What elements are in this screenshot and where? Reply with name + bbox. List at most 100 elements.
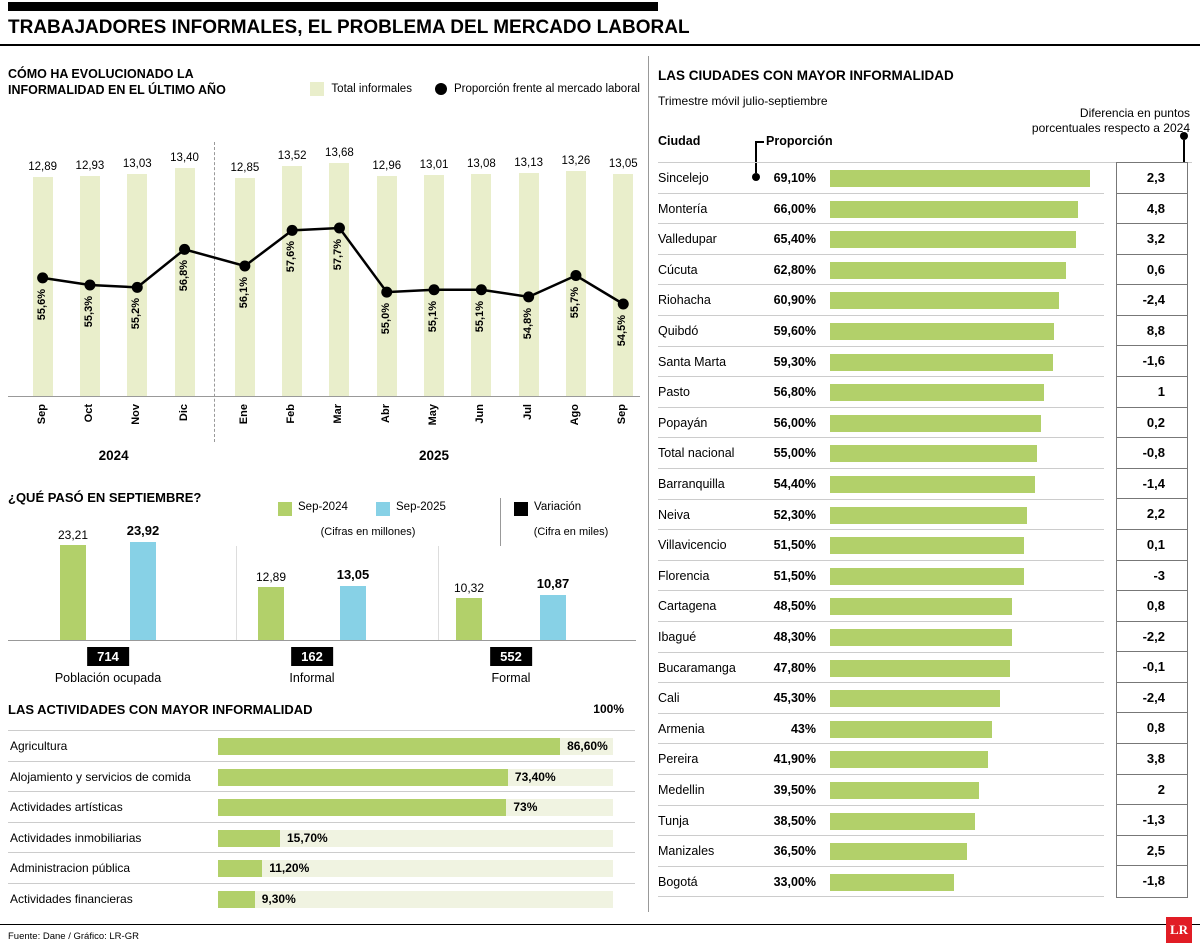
proporcion-point xyxy=(37,272,49,284)
activity-row: Actividades artísticas 73% xyxy=(8,791,635,822)
city-proportion-label: 33,00% xyxy=(773,874,816,889)
city-name: Pereira xyxy=(658,752,699,767)
proporcion-point xyxy=(239,260,251,272)
diff-value-cell: 0,8 xyxy=(1117,591,1187,622)
header-rule xyxy=(0,44,1200,46)
proporcion-value-label: 55,1% xyxy=(474,300,487,332)
month-label: Mar xyxy=(332,404,345,424)
sep-2024-value-label: 23,21 xyxy=(57,527,89,542)
proporcion-point xyxy=(475,284,487,296)
activity-value-label: 15,70% xyxy=(287,830,328,845)
city-name: Sincelejo xyxy=(658,171,709,185)
month-label: Sep xyxy=(35,404,48,425)
city-name: Quibdó xyxy=(658,324,699,338)
city-row: Riohacha 60,90% xyxy=(658,285,1104,316)
city-bar xyxy=(830,261,1067,279)
city-row: Cali 45,30% xyxy=(658,683,1104,714)
proportion-connector-h xyxy=(755,141,764,143)
diff-value-cell: 2,5 xyxy=(1117,836,1187,867)
city-bar xyxy=(830,629,1012,646)
diff-value-cell: -0,8 xyxy=(1117,438,1187,469)
bar-value-label: 13,01 xyxy=(419,158,449,171)
city-bar xyxy=(830,292,1059,310)
activity-bar-track xyxy=(218,890,613,908)
month-label: Ago xyxy=(568,404,581,426)
diff-value-cell: 0,1 xyxy=(1117,530,1187,561)
bar-value-label: 13,26 xyxy=(561,154,591,167)
cities-section: LAS CIUDADES CON MAYOR INFORMALIDAD Trim… xyxy=(658,62,1192,914)
city-proportion-label: 52,30% xyxy=(773,507,816,522)
city-row: Total nacional 55,00% xyxy=(658,438,1104,469)
variation-badge: 714 xyxy=(87,647,129,666)
city-proportion-label: 43% xyxy=(790,721,816,736)
activity-bar-track xyxy=(218,860,613,877)
city-bar xyxy=(830,170,1090,187)
city-proportion-label: 66,00% xyxy=(773,201,816,216)
bar-value-label: 12,93 xyxy=(75,160,105,173)
proporcion-value-label: 57,6% xyxy=(285,241,298,273)
variation-legend-label: Variación xyxy=(534,501,582,513)
proporcion-value-label: 54,5% xyxy=(616,315,629,347)
city-proportion-label: 38,50% xyxy=(773,813,816,828)
activity-label: Actividades inmobiliarias xyxy=(10,830,142,845)
activity-bar xyxy=(218,829,280,847)
september-title: ¿QUÉ PASÓ EN SEPTIEMBRE? xyxy=(8,490,202,505)
diff-value-cell: -0,1 xyxy=(1117,652,1187,683)
september-baseline xyxy=(8,640,636,641)
city-row: Cúcuta 62,80% xyxy=(658,255,1104,286)
city-name: Medellin xyxy=(658,783,705,797)
city-proportion-label: 39,50% xyxy=(773,783,816,797)
city-bar xyxy=(830,843,968,861)
month-label: Oct xyxy=(82,404,95,423)
proporcion-point xyxy=(179,243,191,255)
bar-value-label: 12,85 xyxy=(230,161,260,174)
city-bar xyxy=(830,506,1027,524)
diff-value-cell: 2,3 xyxy=(1117,163,1187,194)
diff-value-cell: -1,4 xyxy=(1117,469,1187,500)
city-bar xyxy=(830,690,1001,708)
city-bar xyxy=(830,476,1035,493)
city-name: Valledupar xyxy=(658,232,717,247)
diff-connector-v xyxy=(1183,140,1185,162)
bar-value-label: 13,08 xyxy=(466,157,496,170)
activity-bar xyxy=(218,768,508,786)
activity-bar-track xyxy=(218,829,613,847)
diff-value-cell: -2,4 xyxy=(1117,683,1187,714)
city-bar xyxy=(830,445,1037,463)
total-informales-bar xyxy=(329,163,350,396)
activity-label: Alojamiento y servicios de comida xyxy=(10,769,191,784)
city-proportion-label: 60,90% xyxy=(773,293,816,308)
diff-value-cell: 2 xyxy=(1117,775,1187,806)
evolution-section: CÓMO HA EVOLUCIONADO LA INFORMALIDAD EN … xyxy=(8,60,640,482)
diff-value-cell: 2,2 xyxy=(1117,499,1187,530)
city-bar xyxy=(830,659,1010,677)
proporcion-point xyxy=(428,284,440,296)
city-proportion-label: 36,50% xyxy=(773,844,816,859)
city-row: Montería 66,00% xyxy=(658,194,1104,225)
month-label: Jul xyxy=(521,404,534,420)
source-credit: Fuente: Dane / Gráfico: LR-GR xyxy=(8,931,139,942)
city-proportion-label: 41,90% xyxy=(773,752,816,767)
city-row: Valledupar 65,40% xyxy=(658,224,1104,255)
city-name: Montería xyxy=(658,201,708,216)
year-divider xyxy=(214,142,215,442)
bar-value-label: 13,05 xyxy=(608,158,638,171)
proporcion-point xyxy=(381,286,393,298)
city-row: Ibagué 48,30% xyxy=(658,622,1104,653)
variation-badge: 162 xyxy=(291,647,333,666)
city-proportion-label: 47,80% xyxy=(773,660,816,675)
city-proportion-label: 51,50% xyxy=(773,568,816,583)
variation-swatch-icon xyxy=(514,502,528,516)
city-name: Bogotá xyxy=(658,874,698,889)
city-bar xyxy=(830,812,975,830)
evolution-title: CÓMO HA EVOLUCIONADO LA INFORMALIDAD EN … xyxy=(8,66,226,98)
activity-row: Alojamiento y servicios de comida 73,40% xyxy=(8,760,635,792)
diff-value-cell: 4,8 xyxy=(1117,194,1187,225)
sep-2024-bar xyxy=(60,544,86,640)
city-proportion-label: 59,30% xyxy=(773,354,816,369)
city-proportion-label: 55,00% xyxy=(773,446,816,461)
total-informales-legend-label: Total informales xyxy=(331,83,412,95)
city-row: Santa Marta 59,30% xyxy=(658,347,1104,378)
diff-value-cell: 1 xyxy=(1117,377,1187,408)
city-row: Bogotá 33,00% xyxy=(658,867,1104,898)
